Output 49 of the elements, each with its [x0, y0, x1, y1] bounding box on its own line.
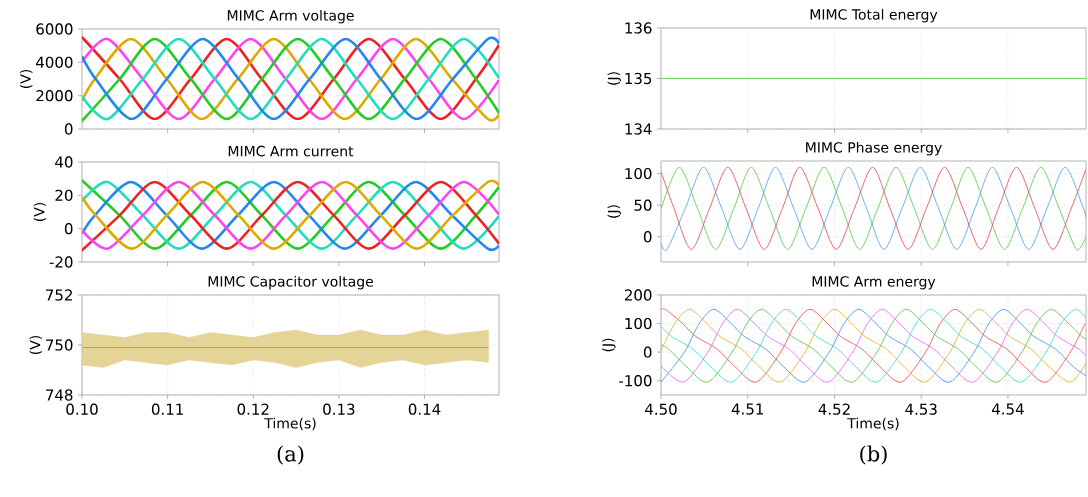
chart-title: MIMC Phase energy	[806, 141, 942, 156]
y-tick-label: 748	[46, 389, 73, 401]
y-axis-title: (V)	[29, 335, 42, 355]
chart-title: MIMC Arm voltage	[227, 9, 354, 24]
x-tick-label: 4.54	[991, 403, 1024, 415]
x-tick-label: 4.53	[905, 403, 937, 415]
y-tick-label: 134	[625, 123, 652, 135]
line-series	[661, 166, 1086, 250]
y-tick-label: -20	[49, 256, 73, 268]
y-tick-label: 0	[643, 231, 652, 243]
y-tick-label: 6000	[36, 23, 73, 35]
y-axis-title: (V)	[19, 69, 33, 89]
x-axis-title: Time(s)	[264, 417, 316, 431]
x-tick-label: 0.14	[408, 403, 441, 415]
chart-title: MIMC Capacitor voltage	[208, 275, 374, 290]
x-tick-label: 0.11	[151, 403, 183, 415]
chart-title: MIMC Total energy	[810, 8, 938, 23]
y-tick-label: 100	[625, 317, 652, 330]
x-axis-title: Time(s)	[847, 417, 899, 431]
x-tick-label: 4.50	[645, 403, 677, 415]
y-tick-label: -100	[619, 375, 652, 387]
x-tick-label: 0.10	[66, 403, 98, 415]
text: (b)	[860, 445, 887, 465]
chart-title: MIMC Arm current	[228, 145, 354, 157]
chart-title: MIMC Arm energy	[812, 276, 936, 290]
y-tick-label: 50	[634, 199, 652, 211]
y-tick-label: 0	[64, 123, 73, 135]
y-tick-label: 20	[55, 189, 73, 202]
text: (a)	[277, 445, 304, 465]
y-tick-label: 0	[643, 346, 652, 358]
y-axis-title: (V)	[33, 202, 47, 222]
y-axis-title: (J)	[607, 72, 621, 85]
y-tick-label: 136	[625, 22, 652, 34]
y-tick-label: 2000	[36, 89, 73, 102]
x-tick-label: 0.13	[323, 403, 355, 415]
y-axis-title: (J)	[602, 338, 616, 352]
y-tick-label: 4000	[36, 56, 73, 69]
y-tick-label: 40	[55, 156, 73, 168]
y-tick-label: 0	[64, 222, 73, 235]
y-tick-label: 200	[624, 289, 652, 301]
x-tick-label: 4.51	[731, 403, 764, 415]
x-tick-label: 0.12	[237, 403, 269, 415]
y-axis-title: (J)	[607, 205, 621, 218]
y-tick-label: 135	[625, 72, 652, 85]
y-tick-label: 750	[46, 339, 73, 351]
y-tick-label: 752	[46, 289, 72, 301]
y-tick-label: 100	[625, 167, 652, 180]
line-series	[661, 308, 1086, 383]
x-tick-label: 4.52	[818, 403, 850, 415]
